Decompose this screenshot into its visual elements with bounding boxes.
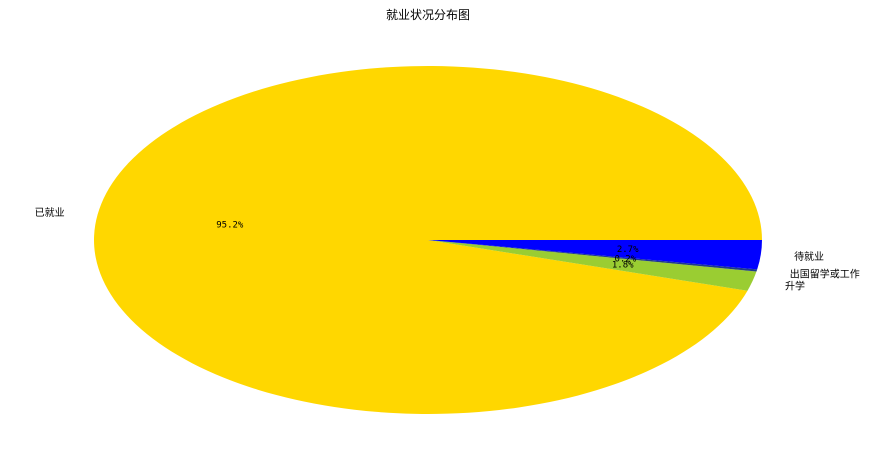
pct-label-employed: 95.2% — [216, 221, 244, 231]
pct-label-awaiting: 2.7% — [617, 245, 639, 255]
slice-abroad — [428, 240, 758, 272]
slice-employed — [94, 65, 763, 415]
label-awaiting: 待就业 — [794, 250, 824, 263]
label-further-study: 升学 — [785, 279, 805, 292]
pie-labels: 95.2% 已就业 1.8% 升学 0.2% 出国留学或工作 2.7% 待就业 — [35, 206, 860, 292]
pct-label-further-study: 1.8% — [612, 261, 634, 271]
label-employed: 已就业 — [35, 206, 65, 219]
slice-awaiting — [428, 240, 762, 270]
pct-label-abroad: 0.2% — [614, 254, 636, 264]
pie-slices — [94, 65, 763, 415]
slice-further-study — [428, 240, 757, 291]
chart-title: 就业状况分布图 — [386, 8, 470, 22]
label-abroad: 出国留学或工作 — [790, 268, 860, 281]
